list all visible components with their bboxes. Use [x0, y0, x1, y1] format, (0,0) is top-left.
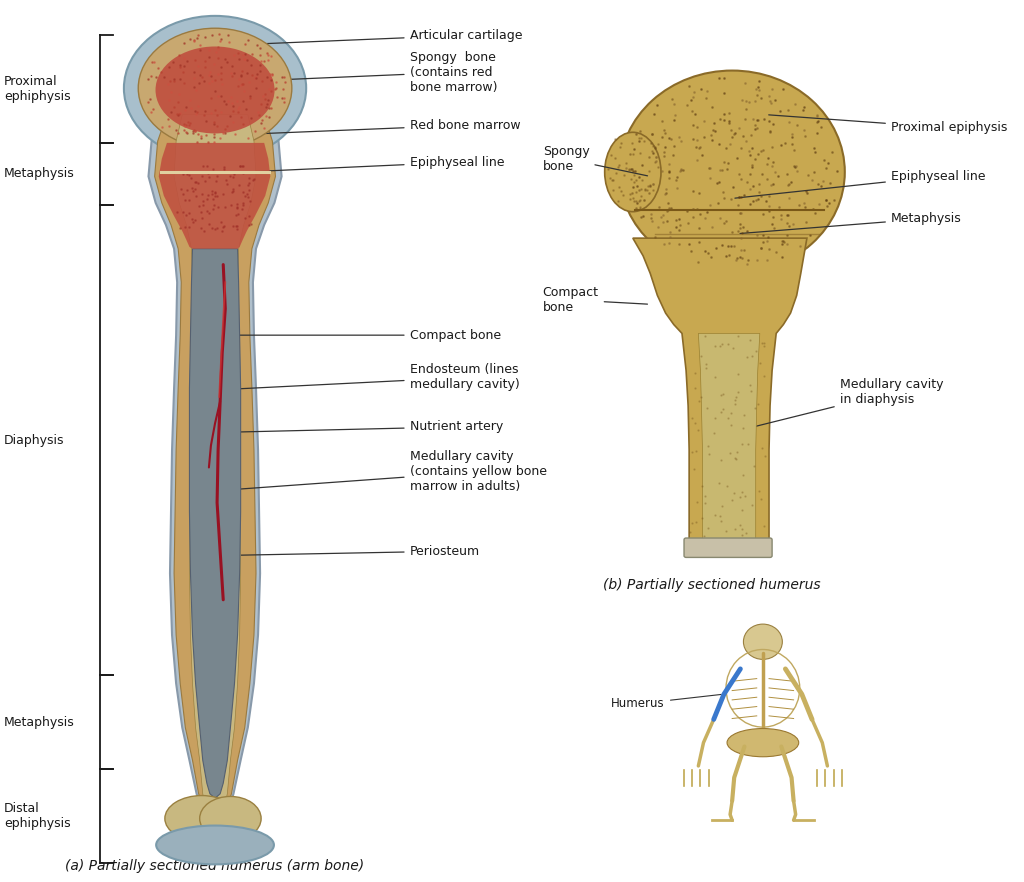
Text: Compact
bone: Compact bone [543, 286, 647, 314]
Text: Metaphysis: Metaphysis [740, 213, 962, 234]
Text: Articular cartilage: Articular cartilage [257, 29, 522, 44]
Polygon shape [698, 333, 760, 547]
Text: Spongy
bone: Spongy bone [543, 145, 647, 176]
FancyBboxPatch shape [684, 538, 772, 557]
Polygon shape [633, 238, 807, 551]
Ellipse shape [620, 71, 845, 273]
Text: Proximal epiphysis: Proximal epiphysis [769, 115, 1008, 134]
Text: Humerus: Humerus [611, 694, 721, 710]
Text: (a) Partially sectioned humerus (arm bone): (a) Partially sectioned humerus (arm bon… [66, 859, 365, 873]
Text: Medullary cavity
in diaphysis: Medullary cavity in diaphysis [735, 378, 943, 431]
Text: Proximal
ephiphysis: Proximal ephiphysis [4, 75, 71, 103]
Text: Endosteum (lines
medullary cavity): Endosteum (lines medullary cavity) [221, 363, 519, 392]
Polygon shape [159, 143, 270, 249]
Text: Nutrient artery: Nutrient artery [233, 421, 503, 433]
Text: Spongy  bone
(contains red
bone marrow): Spongy bone (contains red bone marrow) [251, 51, 497, 93]
Text: Diaphysis: Diaphysis [4, 434, 65, 446]
Text: Epiphyseal line: Epiphyseal line [735, 170, 985, 198]
Ellipse shape [156, 47, 274, 133]
Ellipse shape [604, 132, 662, 212]
Ellipse shape [743, 624, 782, 660]
Text: Metaphysis: Metaphysis [4, 168, 75, 180]
Ellipse shape [165, 796, 239, 841]
Polygon shape [155, 115, 275, 829]
Polygon shape [174, 115, 256, 827]
Ellipse shape [138, 28, 292, 148]
Text: Metaphysis: Metaphysis [4, 716, 75, 729]
Polygon shape [189, 249, 241, 798]
Text: Red bone marrow: Red bone marrow [254, 119, 520, 134]
Text: Distal
ephiphysis: Distal ephiphysis [4, 802, 71, 830]
Ellipse shape [200, 796, 261, 841]
Text: Compact bone: Compact bone [221, 329, 501, 341]
Text: (b) Partially sectioned humerus: (b) Partially sectioned humerus [603, 578, 820, 592]
Text: Epiphyseal line: Epiphyseal line [247, 156, 504, 172]
Polygon shape [148, 115, 282, 831]
Text: Medullary cavity
(contains yellow bone
marrow in adults): Medullary cavity (contains yellow bone m… [237, 451, 547, 493]
Ellipse shape [124, 16, 306, 161]
Ellipse shape [156, 826, 274, 864]
Ellipse shape [727, 729, 799, 757]
Text: Periosteum: Periosteum [218, 545, 479, 557]
